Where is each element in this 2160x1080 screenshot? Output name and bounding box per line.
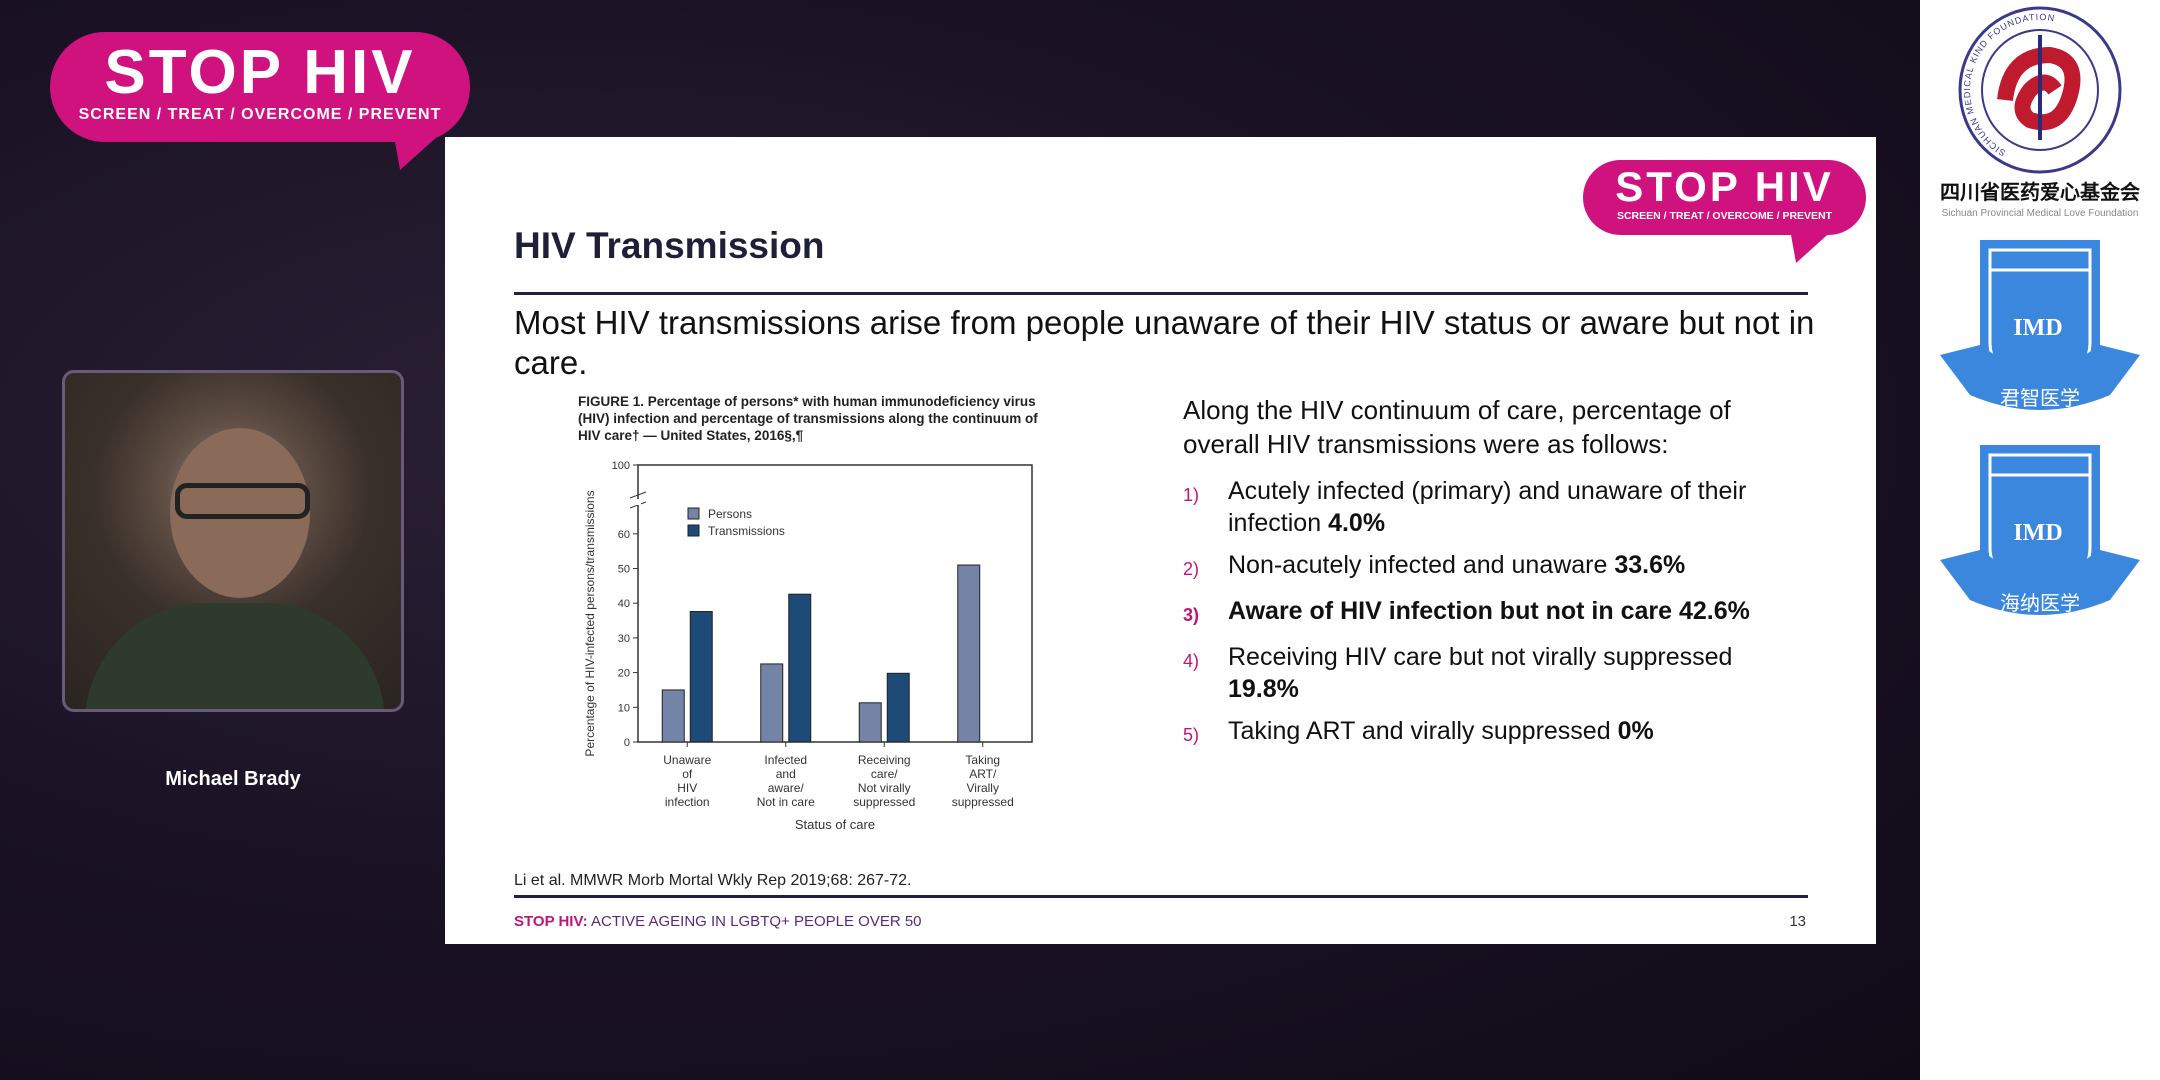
x-tick-label: and [776,767,796,781]
list-item: 5) Taking ART and virally suppressed 0% [1183,715,1803,751]
x-tick-label: Taking [965,753,1000,767]
slide-content: Most HIV transmissions arise from people… [514,303,1824,846]
legend-swatch [687,524,700,537]
foundation-name-cn: 四川省医药爱心基金会 [1940,182,2140,204]
x-tick-label: HIV [677,781,697,795]
title-divider [514,292,1808,295]
sichuan-foundation-logo: SICHUAN MEDICAL KIND FOUNDATION [1958,6,2122,174]
list-item: 2) Non-acutely infected and unaware 33.6% [1183,549,1803,585]
bar-transmissions [788,593,812,743]
x-tick-label: Not in care [757,795,815,809]
x-tick-label: Unaware [663,753,711,767]
slide-stop-hiv-logo: STOP HIV SCREEN / TREAT / OVERCOME / PRE… [1583,160,1866,235]
slide-footer: STOP HIV: ACTIVE AGEING IN LGBTQ+ PEOPLE… [514,913,922,930]
legend-swatch [687,507,700,520]
y-tick-label: 20 [618,668,630,680]
y-tick-label: 50 [618,564,630,576]
item-value: 42.6% [1678,597,1750,625]
item-value: 0% [1617,717,1654,745]
imd-junzhi-logo: IMD 君智医学 [1940,235,2140,430]
item-number: 3) [1183,605,1200,625]
intro-text: Along the HIV continuum of care, percent… [1183,395,1731,459]
y-axis-label: Percentage of HIV-infected persons/trans… [583,490,597,756]
axis-break-gap [636,499,641,505]
imd-text: IMD [2013,520,2062,546]
stop-hiv-logo: STOP HIV SCREEN / TREAT / OVERCOME / PRE… [50,32,470,142]
item-text: Aware of HIV infection but not in care [1228,597,1679,625]
bar-persons [760,663,784,743]
page-number: 13 [1789,913,1806,930]
y-tick-label: 10 [618,702,630,714]
x-axis-label: Status of care [795,817,875,832]
legend-label: Persons [708,507,752,521]
item-text: Non-acutely infected and unaware [1228,551,1615,579]
sponsor-panel: SICHUAN MEDICAL KIND FOUNDATION 四川省医药爱心基… [1920,0,2160,1080]
x-tick-label: care/ [871,767,898,781]
x-tick-label: Infected [764,753,807,767]
transmission-list: 1) Acutely infected (primary) and unaware… [1183,475,1803,751]
y-tick-label: 30 [618,633,630,645]
x-tick-label: of [682,767,693,781]
x-tick-label: suppressed [952,795,1014,809]
x-tick-label: Receiving [858,753,911,767]
figure-caption: FIGURE 1. Percentage of persons* with hu… [578,394,1038,443]
foundation-name-en: Sichuan Provincial Medical Love Foundati… [1941,208,2139,219]
slide-subtitle: Most HIV transmissions arise from people… [514,304,1815,381]
list-item: 4) Receiving HIV care but not virally sup… [1183,641,1803,705]
item-number: 5) [1183,725,1200,745]
legend-label: Transmissions [708,524,785,538]
bar-persons [661,689,685,743]
x-tick-label: ART/ [969,767,997,781]
item-value: 4.0% [1328,509,1386,537]
footer-divider [514,895,1808,898]
item-number: 2) [1183,559,1200,579]
imd-haina-logo: IMD 海纳医学 [1940,440,2140,635]
y-tick-label: 40 [618,598,630,610]
item-text: Acutely infected (primary) and unaware o… [1228,477,1747,537]
x-tick-label: infection [665,795,710,809]
bar-persons [957,564,981,743]
x-tick-label: Not virally [858,781,911,795]
x-tick-label: aware/ [768,781,805,795]
presenter-video [62,370,404,712]
y-tick-label: 60 [618,529,630,541]
item-number: 4) [1183,651,1200,671]
presentation-slide: STOP HIV SCREEN / TREAT / OVERCOME / PRE… [445,137,1876,944]
slide-title: HIV Transmission [514,225,825,266]
figure-column: FIGURE 1. Percentage of persons* with hu… [514,393,1114,846]
y-tick-label: 100 [612,460,630,472]
bar-transmissions [689,611,713,743]
y-tick-label: 0 [624,737,630,749]
slide-body: FIGURE 1. Percentage of persons* with hu… [514,393,1824,846]
axis-break [629,491,647,499]
item-text: Taking ART and virally suppressed [1228,717,1618,745]
text-column: Along the HIV continuum of care, percent… [1183,393,1803,846]
imd-text: IMD [2013,315,2062,341]
citation: Li et al. MMWR Morb Mortal Wkly Rep 2019… [514,872,912,889]
imd-cn-name: 海纳医学 [2000,592,2080,615]
x-tick-label: suppressed [853,795,915,809]
item-value: 33.6% [1614,551,1686,579]
bar-transmissions [886,672,910,743]
bar-persons [858,702,882,743]
item-value: 19.8% [1228,675,1299,703]
presenter-name: Michael Brady [165,768,301,790]
imd-cn-name: 君智医学 [2000,387,2080,410]
item-number: 1) [1183,485,1200,505]
list-item: 1) Acutely infected (primary) and unaware… [1183,475,1803,539]
x-tick-label: Virally [967,781,999,795]
item-text: Receiving HIV care but not virally suppr… [1228,643,1733,671]
list-item: 3) Aware of HIV infection but not in care… [1183,595,1803,631]
